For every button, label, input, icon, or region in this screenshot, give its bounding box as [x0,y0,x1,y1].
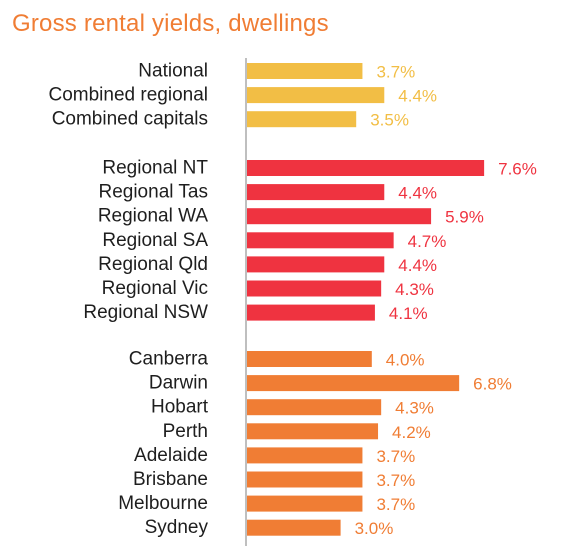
bar [247,375,460,392]
value-label: 3.7% [376,471,415,490]
category-label: Regional Vic [102,278,208,299]
category-label: Brisbane [133,469,208,490]
category-label: Regional SA [102,230,208,251]
category-label: Combined regional [49,85,209,106]
category-label: Combined capitals [52,109,208,130]
bar [247,423,379,440]
value-label: 4.7% [408,232,447,251]
category-label: Regional NT [102,158,208,179]
value-label: 4.3% [395,280,434,299]
value-label: 4.4% [398,184,437,203]
category-label: Melbourne [118,493,208,514]
value-label: 4.4% [398,256,437,275]
category-label: Perth [163,421,208,442]
bar [247,160,485,176]
category-label: Regional WA [98,206,209,227]
value-label: 3.7% [376,447,415,466]
bar [247,399,382,416]
category-label: Canberra [129,349,209,370]
bar [247,184,385,201]
value-label: 6.8% [473,375,512,394]
bar [247,447,363,464]
value-label: 3.0% [355,519,394,538]
bar [247,232,394,249]
category-label: Sydney [145,517,209,538]
value-label: 4.1% [389,304,428,323]
category-label: Regional Tas [98,182,208,203]
bar [247,519,341,536]
bar [247,63,363,79]
bar [247,304,375,321]
category-label: Hobart [151,397,209,418]
bar [247,87,385,104]
value-label: 4.4% [398,87,437,106]
bar [247,280,382,297]
value-label: 4.2% [392,423,431,442]
value-label: 4.3% [395,399,434,418]
bar [247,471,363,488]
value-label: 3.5% [370,111,409,130]
bar [247,111,357,128]
chart-title: Gross rental yields, dwellings [12,10,329,37]
value-label: 4.0% [386,351,425,370]
bar [247,495,363,512]
bar [247,256,385,273]
bar [247,208,432,225]
value-label: 5.9% [445,208,484,227]
category-label: Darwin [149,373,208,394]
category-label: Adelaide [134,445,208,466]
category-label: Regional NSW [83,302,208,323]
category-label: Regional Qld [98,254,208,275]
category-label: National [138,61,208,82]
value-label: 3.7% [376,63,415,82]
value-label: 3.7% [376,495,415,514]
value-label: 7.6% [498,160,537,179]
bar [247,351,372,367]
